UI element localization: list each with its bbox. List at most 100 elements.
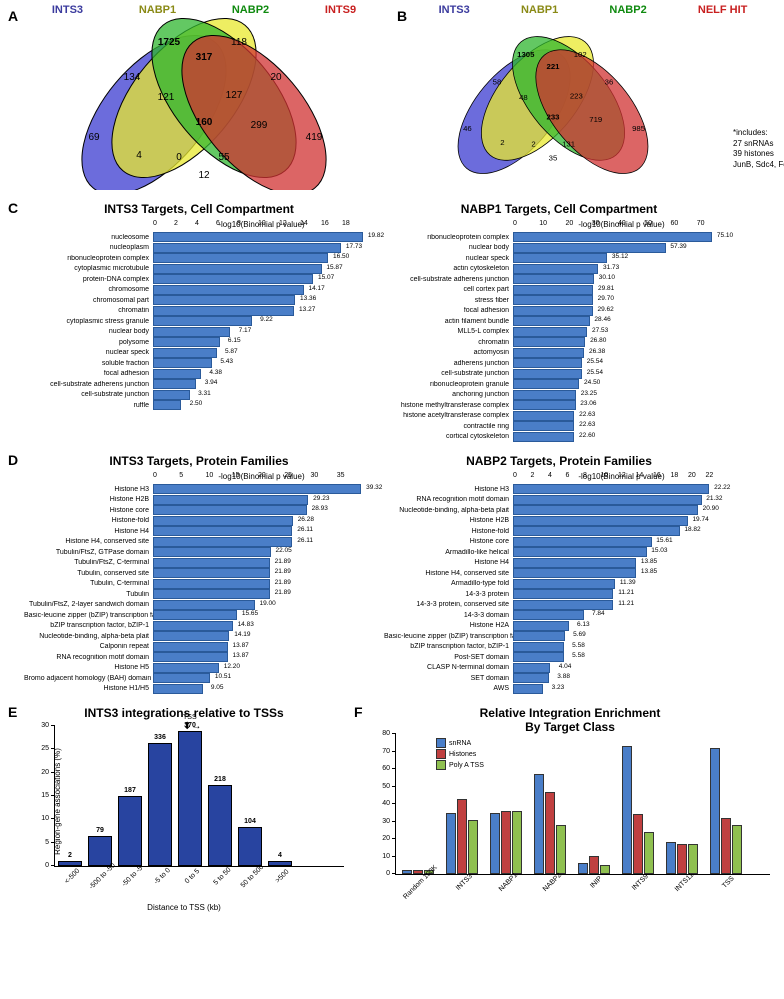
bar-group: NABP2 bbox=[534, 774, 566, 874]
bar-label: ribonucleoprotein complex bbox=[384, 234, 513, 241]
row-ab: A INTS3 NABP1 NABP2 INTS9 69172511841913… bbox=[8, 8, 776, 190]
bar bbox=[710, 748, 720, 874]
legend-swatch bbox=[436, 760, 446, 770]
bar-value: 13.36 bbox=[300, 295, 316, 302]
bar-label: cytoplasmic microtubule bbox=[24, 265, 153, 272]
bar: 15.65 bbox=[153, 610, 237, 620]
hbar-row: cell cortex part 29.81 bbox=[384, 285, 734, 296]
bar-wrap: 336 -5 to 0 bbox=[145, 726, 175, 866]
bar bbox=[468, 820, 478, 875]
bar-label: Basic-leucine zipper (bZIP) transcriptio… bbox=[24, 612, 153, 619]
venn-svg: 4613051029855822136271935482232131233 bbox=[413, 10, 693, 190]
bar: 3.94 bbox=[153, 379, 196, 389]
bar: 21.89 bbox=[153, 558, 270, 568]
hbar-chart: NABP2 Targets, Protein Families -log10(B… bbox=[384, 454, 734, 694]
bar-label: Histone H1/H5 bbox=[24, 685, 153, 692]
svg-text:46: 46 bbox=[463, 124, 472, 133]
bar-group: INTS11 bbox=[666, 842, 698, 874]
bar-label: AWS bbox=[384, 685, 513, 692]
bar bbox=[556, 825, 566, 874]
bar-label: Histone H4, conserved site bbox=[24, 538, 153, 545]
bar-value: 4 bbox=[278, 852, 282, 859]
venn-b: INTS3 NABP1 NABP2 NELF HIT 4613051029855… bbox=[413, 10, 773, 190]
legend-item: Histones bbox=[436, 749, 484, 759]
hbar-row: Histone H4, conserved site 13.85 bbox=[384, 568, 734, 579]
bar-value: 2.50 bbox=[190, 400, 203, 407]
y-tick: 60 bbox=[392, 768, 396, 769]
bar-group: Random 100K bbox=[402, 870, 434, 874]
hbar-row: actin filament bundle 28.46 bbox=[384, 316, 734, 327]
venn-label: NELF HIT bbox=[698, 4, 748, 16]
hbar-row: Histone-fold 18.82 bbox=[384, 526, 734, 537]
bar-label: Tubulin/FtsZ, 2-layer sandwich domain bbox=[24, 601, 153, 608]
hbar-row: actomyosin 26.38 bbox=[384, 348, 734, 359]
bar: 18.82 bbox=[513, 526, 680, 536]
bar-value: 25.54 bbox=[587, 369, 603, 376]
bar-wrap: 218 5 to 50 bbox=[205, 726, 235, 866]
bar: 3.31 bbox=[153, 390, 190, 400]
svg-text:0: 0 bbox=[176, 152, 182, 163]
bar-value: 29.70 bbox=[598, 295, 614, 302]
bar-value: 14.19 bbox=[234, 631, 250, 638]
bar-value: 16.50 bbox=[333, 253, 349, 260]
bar-label: actin cytoskeleton bbox=[384, 265, 513, 272]
chart-f: Relative Integration Enrichment By Targe… bbox=[370, 706, 770, 875]
hbar-row: ruffle 2.50 bbox=[24, 400, 374, 411]
x-label: <-500 bbox=[64, 868, 82, 886]
bar-value: 15.03 bbox=[651, 547, 667, 554]
bar-label: Armadillo-like helical bbox=[384, 549, 513, 556]
bar: 5.43 bbox=[153, 358, 212, 368]
bar-label: Calponin repeat bbox=[24, 643, 153, 650]
bar-wrap: 4 >500 bbox=[265, 726, 295, 866]
bar: 13.85 bbox=[513, 558, 636, 568]
bar: 10.51 bbox=[153, 673, 210, 683]
hbar-row: chromatin 26.80 bbox=[384, 337, 734, 348]
x-label: INIP bbox=[589, 875, 604, 890]
bar-label: Bromo adjacent homology (BAH) domain bbox=[24, 675, 153, 682]
panel-label-a: A bbox=[8, 8, 18, 24]
bar bbox=[721, 818, 731, 874]
bar: 30.10 bbox=[513, 274, 594, 284]
svg-text:719: 719 bbox=[589, 115, 602, 124]
bar-value: 370 bbox=[184, 722, 196, 729]
legend-swatch bbox=[436, 749, 446, 759]
bar: 2 bbox=[58, 861, 82, 866]
bar-value: 5.87 bbox=[225, 348, 238, 355]
y-tick: 70 bbox=[392, 751, 396, 752]
hbar-row: Histone H3 39.32 bbox=[24, 484, 374, 495]
bar-value: 79 bbox=[96, 827, 104, 834]
hbar-row: nuclear body 57.39 bbox=[384, 243, 734, 254]
panel-b: B INTS3 NABP1 NABP2 NELF HIT 46130510298… bbox=[397, 8, 776, 190]
bar: 15.61 bbox=[513, 537, 652, 547]
bar-label: chromatin bbox=[24, 307, 153, 314]
hbar-row: Tubulin 21.89 bbox=[24, 589, 374, 600]
bar-value: 26.11 bbox=[297, 526, 313, 533]
bar-value: 26.38 bbox=[589, 348, 605, 355]
bar-label: 14-3-3 domain bbox=[384, 612, 513, 619]
svg-text:1305: 1305 bbox=[517, 50, 535, 59]
svg-text:131: 131 bbox=[562, 140, 575, 149]
bar-value: 21.89 bbox=[275, 558, 291, 565]
bar: 14.17 bbox=[153, 285, 304, 295]
bar-value: 24.50 bbox=[584, 379, 600, 386]
hbar-row: bZIP transcription factor, bZIP-1 14.83 bbox=[24, 621, 374, 632]
hbar-row: cell-substrate adherens junction 30.10 bbox=[384, 274, 734, 285]
bar: 13.27 bbox=[153, 306, 294, 316]
bar-value: 4.04 bbox=[559, 663, 572, 670]
bar-label: SET domain bbox=[384, 675, 513, 682]
bar-label: Nucleotide-binding, alpha-beta plait bbox=[24, 633, 153, 640]
bar-value: 9.22 bbox=[260, 316, 273, 323]
bar-value: 10.51 bbox=[215, 673, 231, 680]
legend: snRNAHistonesPoly A TSS bbox=[436, 738, 484, 771]
y-tick: 20 bbox=[392, 838, 396, 839]
svg-text:102: 102 bbox=[574, 50, 587, 59]
bar: 16.50 bbox=[153, 253, 328, 263]
bar: 21.32 bbox=[513, 495, 702, 505]
bar-label: nuclear body bbox=[384, 244, 513, 251]
bar: 5.87 bbox=[153, 348, 217, 358]
hbar-row: ribonucleoprotein complex 75.10 bbox=[384, 232, 734, 243]
bar-value: 31.73 bbox=[603, 264, 619, 271]
y-tick: 10 bbox=[392, 856, 396, 857]
bar bbox=[402, 870, 412, 874]
bar bbox=[457, 799, 467, 875]
